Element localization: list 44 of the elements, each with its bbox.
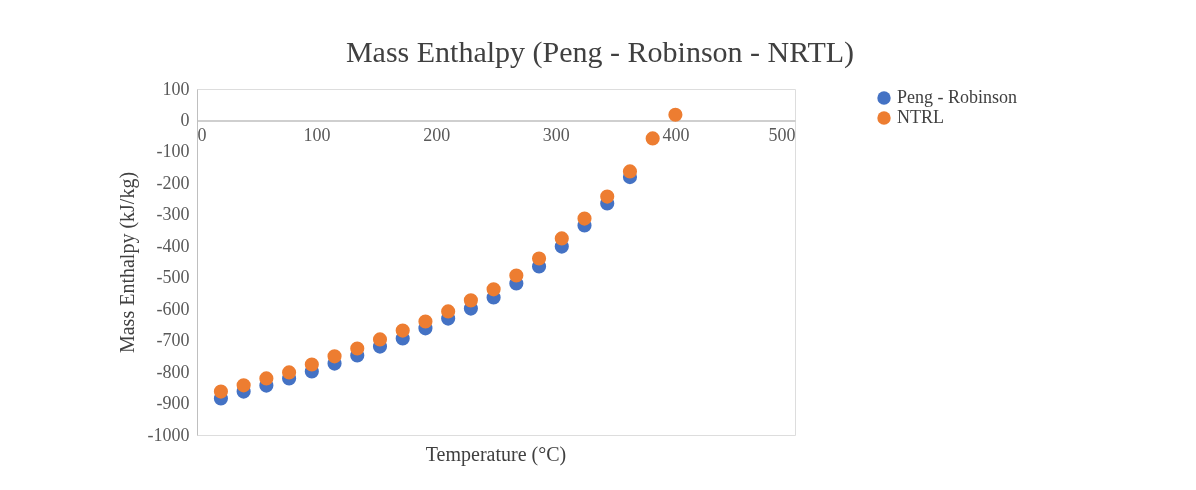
y-tick-label: -500 bbox=[156, 267, 190, 288]
y-tick-label: 100 bbox=[162, 78, 190, 99]
x-tick-label: 0 bbox=[197, 124, 207, 145]
point bbox=[531, 251, 547, 266]
legend-label: NTRL bbox=[897, 107, 944, 127]
y-tick-label: -400 bbox=[156, 235, 190, 256]
y-tick-label: -200 bbox=[156, 172, 190, 193]
x-axis-title: Temperature (°C) bbox=[425, 443, 567, 466]
point bbox=[327, 349, 342, 364]
point bbox=[622, 164, 638, 179]
point bbox=[236, 378, 251, 393]
point bbox=[509, 268, 524, 283]
point bbox=[395, 323, 410, 338]
point bbox=[304, 357, 319, 372]
y-tick-label: 0 bbox=[180, 109, 190, 130]
point bbox=[486, 282, 501, 297]
point bbox=[463, 293, 478, 308]
point bbox=[372, 332, 388, 347]
y-tick-label: -800 bbox=[156, 361, 190, 382]
point bbox=[350, 341, 365, 356]
x-tick-label: 500 bbox=[768, 124, 796, 145]
point bbox=[213, 384, 228, 399]
y-tick-label: -1000 bbox=[147, 424, 190, 445]
y-tick-label: -100 bbox=[156, 141, 190, 162]
point bbox=[668, 107, 683, 122]
x-tick-label: 100 bbox=[303, 124, 331, 145]
point bbox=[418, 314, 433, 329]
point bbox=[259, 371, 274, 386]
x-tick-label: 300 bbox=[542, 124, 570, 145]
y-axis-title: Mass Enthalpy (kJ/kg) bbox=[115, 171, 139, 354]
point bbox=[554, 231, 569, 246]
legend-label: Peng - Robinson bbox=[897, 87, 1018, 107]
x-tick-label: 200 bbox=[423, 124, 451, 145]
chart-title: Mass Enthalpy (Peng - Robinson - NRTL) bbox=[345, 35, 855, 69]
point bbox=[600, 189, 615, 204]
point bbox=[577, 211, 592, 226]
x-tick-label: 400 bbox=[662, 124, 690, 145]
y-tick-label: -600 bbox=[156, 298, 190, 319]
y-tick-label: -700 bbox=[156, 330, 190, 351]
point bbox=[645, 131, 660, 146]
point bbox=[282, 365, 297, 380]
point bbox=[441, 304, 456, 319]
y-tick-label: -900 bbox=[156, 393, 190, 414]
y-tick-label: -300 bbox=[156, 204, 190, 225]
